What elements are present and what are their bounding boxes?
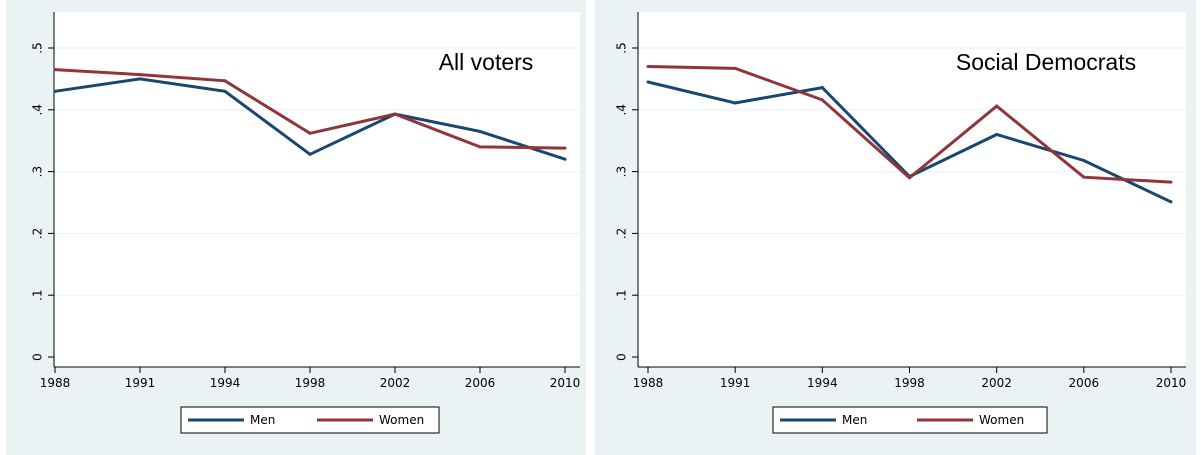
x-tick-label: 1994 [210, 376, 241, 390]
line-chart-social-democrats: 0 .1 .2 .3 .4 .5 1988 1991 1994 1998 2002 2006 2010 S… [615, 12, 1187, 434]
legend-label-men: Men [842, 413, 867, 427]
x-tick-label: 1998 [894, 376, 925, 390]
data-point-women [646, 65, 650, 69]
data-point-women [223, 79, 227, 83]
data-point-men [53, 89, 57, 93]
y-tick-label: 0 [31, 353, 45, 361]
data-point-men [646, 80, 650, 84]
data-point-men [820, 86, 824, 90]
chart-panel-social-democrats: 0 .1 .2 .3 .4 .5 1988 1991 1994 1998 2002 2006 2010 S… [595, 0, 1196, 455]
y-tick-label: .3 [615, 166, 629, 177]
data-point-men [995, 133, 999, 137]
data-point-women [1082, 175, 1086, 179]
data-point-men [1082, 158, 1086, 162]
x-tick-label: 2010 [550, 376, 581, 390]
y-tick-label: .1 [31, 289, 45, 300]
data-point-women [733, 66, 737, 70]
x-tick-label: 1994 [807, 376, 838, 390]
y-tick-label: .1 [615, 289, 629, 300]
data-point-women [908, 176, 911, 180]
data-point-women [138, 73, 142, 77]
data-point-women [393, 112, 397, 116]
data-point-men [478, 129, 482, 133]
x-tick-label: 2010 [1156, 376, 1187, 390]
data-point-men [733, 101, 737, 105]
chart-title: Social Democrats [956, 49, 1136, 75]
data-point-men [223, 89, 227, 93]
x-tick-label: 2006 [465, 376, 496, 390]
data-point-women [995, 104, 999, 108]
data-point-women [563, 146, 567, 150]
y-tick-label: .3 [31, 166, 45, 177]
legend-label-women: Women [379, 413, 424, 427]
x-tick-label: 2002 [981, 376, 1012, 390]
x-tick-label: 2002 [380, 376, 411, 390]
data-point-women [53, 68, 57, 72]
x-tick-label: 1988 [40, 376, 71, 390]
data-point-men [138, 77, 142, 81]
x-tick-label: 1991 [720, 376, 751, 390]
data-point-women [1169, 180, 1173, 184]
line-chart-all-voters: 0 .1 .2 .3 .4 .5 1988 1991 1994 1998 2002 2006 2010 A… [31, 12, 581, 434]
data-point-men [308, 152, 312, 156]
y-tick-label: .2 [31, 228, 45, 239]
data-point-women [308, 131, 312, 135]
x-tick-label: 1998 [295, 376, 326, 390]
data-point-women [478, 145, 482, 149]
plot-area [638, 12, 1186, 367]
x-tick-label: 2006 [1069, 376, 1100, 390]
y-tick-label: .4 [31, 104, 45, 115]
chart-title: All voters [439, 49, 534, 75]
y-tick-label: 0 [615, 353, 629, 361]
y-tick-label: .5 [615, 42, 629, 53]
y-tick-label: .5 [31, 42, 45, 53]
legend-label-men: Men [250, 413, 275, 427]
legend-label-women: Women [979, 413, 1024, 427]
y-tick-label: .2 [615, 228, 629, 239]
x-tick-label: 1988 [633, 376, 664, 390]
data-point-women [820, 98, 824, 102]
data-point-men [563, 157, 567, 161]
chart-panel-all-voters: 0 .1 .2 .3 .4 .5 1988 1991 1994 1998 2002 2006 2010 A… [6, 0, 586, 455]
plot-area [54, 12, 580, 367]
x-tick-label: 1991 [125, 376, 156, 390]
y-tick-label: .4 [615, 104, 629, 115]
data-point-men [1169, 200, 1173, 204]
